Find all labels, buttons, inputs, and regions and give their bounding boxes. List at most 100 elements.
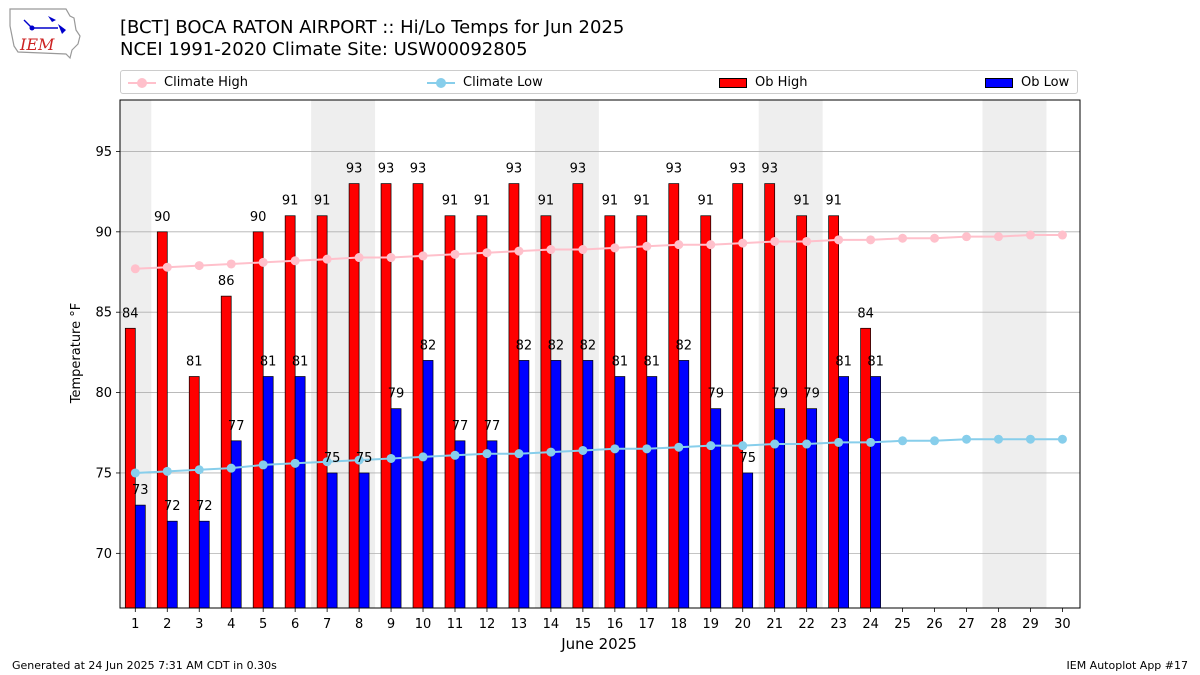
ob-high-bar-label: 91 bbox=[825, 194, 842, 209]
logo-text: IEM bbox=[19, 35, 55, 54]
ob-low-bar bbox=[710, 408, 722, 609]
x-tick-label: 16 bbox=[607, 617, 624, 632]
y-tick-label: 80 bbox=[95, 386, 112, 401]
x-tick-label: 21 bbox=[766, 617, 783, 632]
x-tick-label: 14 bbox=[543, 617, 560, 632]
climate-low-point bbox=[642, 444, 652, 454]
climate-high-point bbox=[610, 243, 620, 253]
ob-low-bar-label: 73 bbox=[132, 483, 149, 498]
ob-high-bar-label: 93 bbox=[346, 162, 363, 177]
x-tick-label: 30 bbox=[1054, 617, 1071, 632]
ob-high-bar-label: 86 bbox=[218, 274, 235, 289]
x-tick-label: 28 bbox=[990, 617, 1007, 632]
ob-high-bar-label: 91 bbox=[442, 194, 459, 209]
climate-high-point bbox=[130, 264, 140, 274]
ob-high-bar-label: 91 bbox=[602, 194, 619, 209]
climate-low-point bbox=[898, 436, 908, 446]
ob-high-bar-label: 91 bbox=[697, 194, 714, 209]
legend-label: Climate High bbox=[164, 75, 249, 90]
ob-low-bar bbox=[678, 360, 690, 609]
ob-high-bar-label: 84 bbox=[857, 306, 874, 321]
climate-low-point bbox=[1025, 434, 1035, 444]
ob-low-bar-label: 79 bbox=[388, 387, 405, 402]
ob-low-bar-label: 79 bbox=[803, 387, 820, 402]
x-tick-label: 9 bbox=[387, 617, 395, 632]
ob-high-bar-label: 81 bbox=[186, 355, 203, 370]
x-tick-label: 4 bbox=[227, 617, 235, 632]
climate-low-point bbox=[482, 449, 492, 459]
ob-high-bar-label: 93 bbox=[410, 162, 427, 177]
ob-high-bar bbox=[796, 215, 808, 609]
x-tick-label: 11 bbox=[447, 617, 464, 632]
ob-low-bar-label: 72 bbox=[196, 499, 213, 514]
ob-low-bar-label: 82 bbox=[516, 338, 533, 353]
ob-low-bar-label: 77 bbox=[452, 419, 469, 434]
ob-low-bar-label: 75 bbox=[356, 451, 373, 466]
x-tick-label: 24 bbox=[862, 617, 879, 632]
ob-low-bar-label: 81 bbox=[260, 355, 277, 370]
legend-label: Ob High bbox=[755, 75, 808, 90]
x-tick-label: 25 bbox=[894, 617, 911, 632]
y-tick-label: 95 bbox=[95, 145, 112, 160]
climate-low-point bbox=[706, 441, 716, 451]
ob-high-bar bbox=[700, 215, 712, 609]
climate-high-point bbox=[1025, 230, 1035, 240]
ob-high-bar bbox=[124, 327, 136, 609]
ob-high-bar bbox=[284, 215, 296, 609]
x-tick-label: 3 bbox=[195, 617, 203, 632]
climate-high-point bbox=[706, 240, 716, 250]
ob-high-bar bbox=[220, 295, 232, 609]
ob-high-bar bbox=[412, 183, 424, 609]
x-tick-label: 2 bbox=[163, 617, 171, 632]
ob-low-bar-label: 81 bbox=[644, 355, 661, 370]
climate-low-point bbox=[194, 465, 204, 475]
climate-low-point bbox=[993, 434, 1003, 444]
ob-low-bar-label: 77 bbox=[228, 419, 245, 434]
climate-low-point bbox=[738, 441, 748, 451]
x-tick-label: 23 bbox=[830, 617, 847, 632]
climate-low-point bbox=[610, 444, 620, 454]
legend-label: Climate Low bbox=[463, 75, 543, 90]
ob-high-bar bbox=[636, 215, 648, 609]
climate-low-point bbox=[834, 437, 844, 447]
climate-high-point bbox=[546, 245, 556, 255]
ob-high-bar-label: 93 bbox=[761, 162, 778, 177]
climate-low-point bbox=[226, 463, 236, 473]
ob-high-bar-label: 91 bbox=[282, 194, 299, 209]
ob-low-bar bbox=[870, 376, 881, 609]
climate-low-point bbox=[1057, 434, 1067, 444]
x-tick-label: 13 bbox=[511, 617, 528, 632]
ob-low-bar bbox=[742, 472, 754, 609]
ob-low-bar bbox=[198, 520, 210, 609]
climate-high-point bbox=[1057, 230, 1067, 240]
ob-high-bar bbox=[828, 215, 839, 609]
climate-low-line bbox=[135, 438, 1063, 474]
ob-high-bar-label: 93 bbox=[570, 162, 587, 177]
climate-high-point bbox=[418, 251, 428, 261]
climate-high-point bbox=[674, 240, 684, 250]
climate-high-point bbox=[514, 246, 524, 256]
ob-high-bar bbox=[188, 376, 200, 609]
climate-low-point bbox=[866, 437, 876, 447]
x-tick-label: 29 bbox=[1022, 617, 1039, 632]
weekend-band bbox=[982, 100, 1047, 608]
ob-high-bar bbox=[156, 231, 168, 609]
ob-high-bar-label: 90 bbox=[250, 210, 267, 225]
y-tick-label: 70 bbox=[95, 547, 112, 562]
climate-low-point bbox=[930, 436, 940, 446]
ob-low-bar bbox=[262, 376, 274, 609]
ob-high-bar-label: 91 bbox=[793, 194, 810, 209]
ob-low-bar bbox=[774, 408, 786, 609]
ob-high-bar bbox=[316, 215, 328, 609]
ob-high-bar bbox=[476, 215, 488, 609]
climate-high-point bbox=[930, 233, 940, 243]
climate-high-point bbox=[194, 261, 204, 271]
ob-low-bar bbox=[294, 376, 306, 609]
x-tick-label: 1 bbox=[131, 617, 139, 632]
climate-low-point bbox=[418, 452, 428, 462]
ob-low-bar-label: 82 bbox=[548, 338, 565, 353]
ob-low-bar-label: 75 bbox=[324, 451, 341, 466]
ob-low-bar bbox=[166, 520, 178, 609]
footer-generated: Generated at 24 Jun 2025 7:31 AM CDT in … bbox=[12, 659, 277, 672]
